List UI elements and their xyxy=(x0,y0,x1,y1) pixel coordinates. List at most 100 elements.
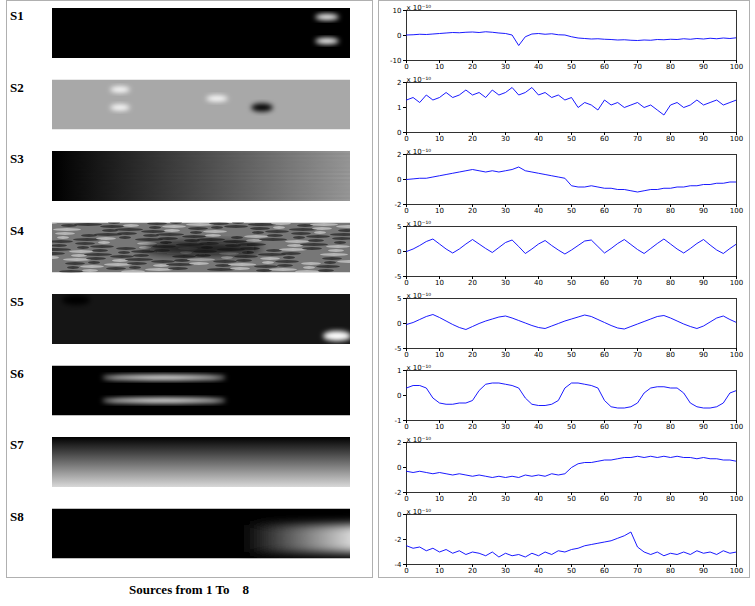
svg-text:S3: S3 xyxy=(10,151,24,166)
svg-text:x 10⁻¹⁰: x 10⁻¹⁰ xyxy=(407,220,432,228)
svg-text:S5: S5 xyxy=(10,294,24,309)
svg-text:60: 60 xyxy=(600,63,609,71)
svg-text:30: 30 xyxy=(501,351,510,359)
svg-text:-10: -10 xyxy=(390,57,401,65)
svg-text:S8: S8 xyxy=(10,509,24,524)
svg-text:-2: -2 xyxy=(395,201,402,209)
svg-text:x 10⁻¹⁰: x 10⁻¹⁰ xyxy=(407,508,432,516)
svg-text:50: 50 xyxy=(567,567,576,575)
svg-text:-1: -1 xyxy=(395,417,402,425)
svg-text:0: 0 xyxy=(404,423,408,431)
svg-text:-2: -2 xyxy=(395,489,402,497)
svg-text:60: 60 xyxy=(600,279,609,287)
svg-text:60: 60 xyxy=(600,423,609,431)
svg-text:50: 50 xyxy=(567,351,576,359)
svg-text:2: 2 xyxy=(397,439,401,447)
svg-text:0: 0 xyxy=(397,176,401,184)
svg-text:S2: S2 xyxy=(10,80,24,95)
svg-text:0: 0 xyxy=(404,495,408,503)
svg-text:0: 0 xyxy=(404,135,408,143)
svg-text:S1: S1 xyxy=(10,8,24,23)
svg-text:-5: -5 xyxy=(395,345,402,353)
svg-text:60: 60 xyxy=(600,135,609,143)
svg-text:5: 5 xyxy=(397,295,401,303)
svg-text:S6: S6 xyxy=(10,366,24,381)
svg-text:100: 100 xyxy=(730,495,743,503)
svg-text:70: 70 xyxy=(633,135,642,143)
svg-text:70: 70 xyxy=(633,207,642,215)
svg-text:20: 20 xyxy=(468,63,477,71)
svg-text:100: 100 xyxy=(730,207,743,215)
svg-text:40: 40 xyxy=(534,63,543,71)
svg-text:50: 50 xyxy=(567,207,576,215)
svg-text:10: 10 xyxy=(435,207,444,215)
svg-text:30: 30 xyxy=(501,63,510,71)
svg-text:0: 0 xyxy=(404,567,408,575)
svg-text:x 10⁻¹⁰: x 10⁻¹⁰ xyxy=(407,292,432,300)
svg-text:10: 10 xyxy=(435,567,444,575)
svg-text:-4: -4 xyxy=(395,561,403,569)
svg-text:60: 60 xyxy=(600,495,609,503)
svg-text:100: 100 xyxy=(730,279,743,287)
svg-text:90: 90 xyxy=(699,63,708,71)
svg-text:1: 1 xyxy=(397,104,401,112)
svg-text:x 10⁻¹⁰: x 10⁻¹⁰ xyxy=(407,148,432,156)
svg-text:10: 10 xyxy=(435,495,444,503)
svg-text:20: 20 xyxy=(468,351,477,359)
svg-text:80: 80 xyxy=(666,423,675,431)
svg-text:90: 90 xyxy=(699,135,708,143)
svg-text:10: 10 xyxy=(435,63,444,71)
svg-text:10: 10 xyxy=(435,135,444,143)
svg-text:0: 0 xyxy=(404,279,408,287)
svg-text:50: 50 xyxy=(567,279,576,287)
svg-text:40: 40 xyxy=(534,279,543,287)
svg-text:0: 0 xyxy=(397,248,401,256)
svg-text:90: 90 xyxy=(699,351,708,359)
svg-text:70: 70 xyxy=(633,279,642,287)
svg-text:90: 90 xyxy=(699,279,708,287)
svg-text:60: 60 xyxy=(600,351,609,359)
svg-text:-2: -2 xyxy=(395,536,402,544)
svg-text:30: 30 xyxy=(501,279,510,287)
svg-text:80: 80 xyxy=(666,567,675,575)
svg-text:90: 90 xyxy=(699,495,708,503)
svg-text:70: 70 xyxy=(633,495,642,503)
svg-text:50: 50 xyxy=(567,423,576,431)
svg-text:10: 10 xyxy=(393,7,402,15)
svg-text:20: 20 xyxy=(468,279,477,287)
svg-text:x 10⁻¹⁰: x 10⁻¹⁰ xyxy=(407,436,432,444)
svg-text:30: 30 xyxy=(501,423,510,431)
svg-text:80: 80 xyxy=(666,351,675,359)
svg-text:40: 40 xyxy=(534,567,543,575)
svg-text:0: 0 xyxy=(404,207,408,215)
svg-text:0: 0 xyxy=(397,129,401,137)
svg-text:80: 80 xyxy=(666,279,675,287)
svg-text:100: 100 xyxy=(730,351,743,359)
svg-text:40: 40 xyxy=(534,495,543,503)
svg-text:10: 10 xyxy=(435,351,444,359)
svg-text:100: 100 xyxy=(730,63,743,71)
svg-text:1: 1 xyxy=(397,367,401,375)
svg-text:70: 70 xyxy=(633,423,642,431)
svg-text:20: 20 xyxy=(468,207,477,215)
svg-text:40: 40 xyxy=(534,135,543,143)
svg-text:S4: S4 xyxy=(10,223,24,238)
svg-text:30: 30 xyxy=(501,207,510,215)
svg-text:30: 30 xyxy=(501,135,510,143)
svg-text:2: 2 xyxy=(397,151,401,159)
svg-text:90: 90 xyxy=(699,207,708,215)
svg-text:2: 2 xyxy=(397,79,401,87)
svg-text:S7: S7 xyxy=(10,437,24,452)
svg-text:100: 100 xyxy=(730,423,743,431)
svg-text:50: 50 xyxy=(567,63,576,71)
svg-text:70: 70 xyxy=(633,567,642,575)
svg-text:50: 50 xyxy=(567,495,576,503)
svg-text:-5: -5 xyxy=(395,273,402,281)
svg-text:0: 0 xyxy=(397,32,401,40)
svg-text:10: 10 xyxy=(435,423,444,431)
svg-text:0: 0 xyxy=(404,351,408,359)
svg-text:40: 40 xyxy=(534,207,543,215)
svg-text:80: 80 xyxy=(666,135,675,143)
svg-text:70: 70 xyxy=(633,351,642,359)
svg-text:0: 0 xyxy=(397,511,401,519)
